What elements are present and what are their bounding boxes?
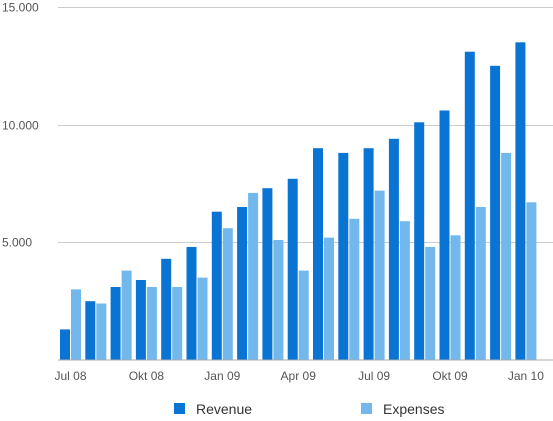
bar-revenue-feb-09 xyxy=(237,207,248,360)
bar-expenses-dez-08 xyxy=(197,277,208,360)
bar-revenue-jan-10 xyxy=(515,42,526,361)
y-tick-label: 10.000 xyxy=(2,119,39,133)
bar-expenses-mär-09 xyxy=(273,240,284,360)
bar-expenses-apr-09 xyxy=(298,270,309,360)
bars xyxy=(60,42,537,361)
bar-expenses-sep-08 xyxy=(121,270,132,360)
y-tick-label: 5.000 xyxy=(2,236,32,250)
bar-revenue-nov-09 xyxy=(464,51,475,360)
x-axis-tick-labels: Jul 08 Okt 08 Jan 09 Apr 09 Jul 09 Okt 09 Jan … xyxy=(54,369,544,383)
bar-revenue-jul-08 xyxy=(60,329,70,360)
bar-expenses-jan-10 xyxy=(526,202,537,360)
bar-expenses-jul-09 xyxy=(374,190,385,360)
bar-expenses-jul-08 xyxy=(71,289,81,360)
y-tick-label: 15.000 xyxy=(2,1,39,15)
bar-expenses-jan-09 xyxy=(222,228,233,360)
legend: Revenue Expenses xyxy=(174,401,444,417)
legend-swatch-expenses xyxy=(361,403,372,414)
bar-revenue-aug-09 xyxy=(388,138,399,360)
bar-expenses-aug-09 xyxy=(399,221,410,360)
bar-revenue-apr-09 xyxy=(287,178,298,360)
bar-expenses-okt-09 xyxy=(450,235,461,360)
legend-label-revenue: Revenue xyxy=(196,401,252,417)
bar-expenses-dez-09 xyxy=(501,152,512,360)
bar-revenue-nov-08 xyxy=(161,258,172,360)
bar-revenue-sep-08 xyxy=(110,287,121,360)
bar-expenses-feb-09 xyxy=(248,192,259,360)
bar-revenue-okt-09 xyxy=(439,110,450,360)
bar-revenue-dez-09 xyxy=(490,65,501,361)
x-tick-label: Okt 08 xyxy=(129,369,165,383)
y-axis-tick-labels: 5.000 10.000 15.000 xyxy=(2,1,39,250)
bar-expenses-nov-09 xyxy=(475,207,486,360)
x-tick-label: Jul 08 xyxy=(54,369,86,383)
bar-revenue-mai-09 xyxy=(313,148,323,360)
x-tick-label: Jul 09 xyxy=(358,369,390,383)
x-tick-label: Jan 09 xyxy=(204,369,240,383)
bar-expenses-jun-09 xyxy=(349,218,360,360)
legend-swatch-revenue xyxy=(174,403,185,414)
x-tick-label: Apr 09 xyxy=(281,369,317,383)
bar-expenses-nov-08 xyxy=(172,287,183,360)
bar-expenses-aug-08 xyxy=(96,303,107,360)
bar-expenses-sep-09 xyxy=(425,247,436,360)
bar-revenue-okt-08 xyxy=(135,280,146,360)
bar-revenue-mär-09 xyxy=(262,188,273,360)
x-tick-label: Jan 10 xyxy=(508,369,544,383)
bar-revenue-aug-08 xyxy=(85,301,96,360)
bar-revenue-jan-09 xyxy=(211,211,222,360)
bar-revenue-jun-09 xyxy=(338,152,349,360)
bar-revenue-jul-09 xyxy=(363,148,374,360)
legend-label-expenses: Expenses xyxy=(383,401,444,417)
bar-expenses-mai-09 xyxy=(324,237,334,360)
bar-revenue-dez-08 xyxy=(186,247,197,360)
bar-revenue-sep-09 xyxy=(414,122,425,360)
x-tick-label: Okt 09 xyxy=(432,369,468,383)
bar-expenses-okt-08 xyxy=(146,287,157,360)
